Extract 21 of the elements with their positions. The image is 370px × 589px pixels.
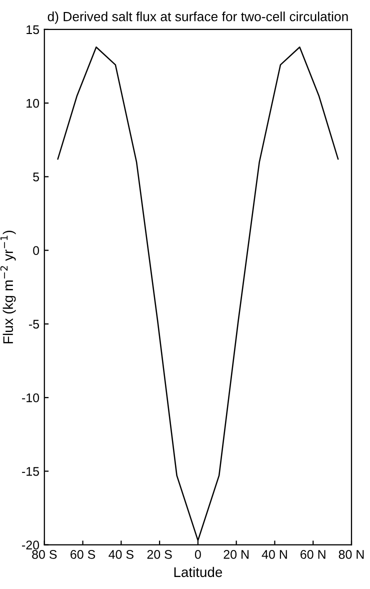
y-tick-label: -20 (22, 540, 40, 550)
x-tick-label: 0 (194, 550, 201, 559)
y-tick-label: 0 (33, 246, 40, 255)
y-tick-label: -15 (22, 467, 40, 476)
x-tick-label: 20 N (224, 550, 249, 559)
y-tick-label: 5 (33, 172, 40, 182)
y-tick-label: 15 (26, 25, 40, 34)
y-axis-title: Flux (kg m$^{−2}$ yr$^{−1}$) (0, 230, 16, 344)
x-tick-label: 60 N (300, 550, 326, 559)
line-series (57, 46, 339, 542)
x-axis-title: Latitude (174, 566, 222, 578)
chart-title: d) Derived salt flux at surface for two-cell circulation (48, 12, 348, 24)
x-tick-label: 80 S (32, 550, 57, 559)
y-tick-label: -10 (22, 393, 40, 402)
x-tick-label: 40 S (108, 550, 134, 559)
y-tick-label: -5 (28, 320, 40, 329)
x-tick-label: 40 N (262, 550, 287, 559)
y-tick-label: 10 (26, 98, 40, 108)
x-tick-label: 60 S (70, 550, 96, 559)
x-tick-label: 20 S (147, 550, 172, 559)
x-tick-label: 80 N (338, 550, 364, 559)
